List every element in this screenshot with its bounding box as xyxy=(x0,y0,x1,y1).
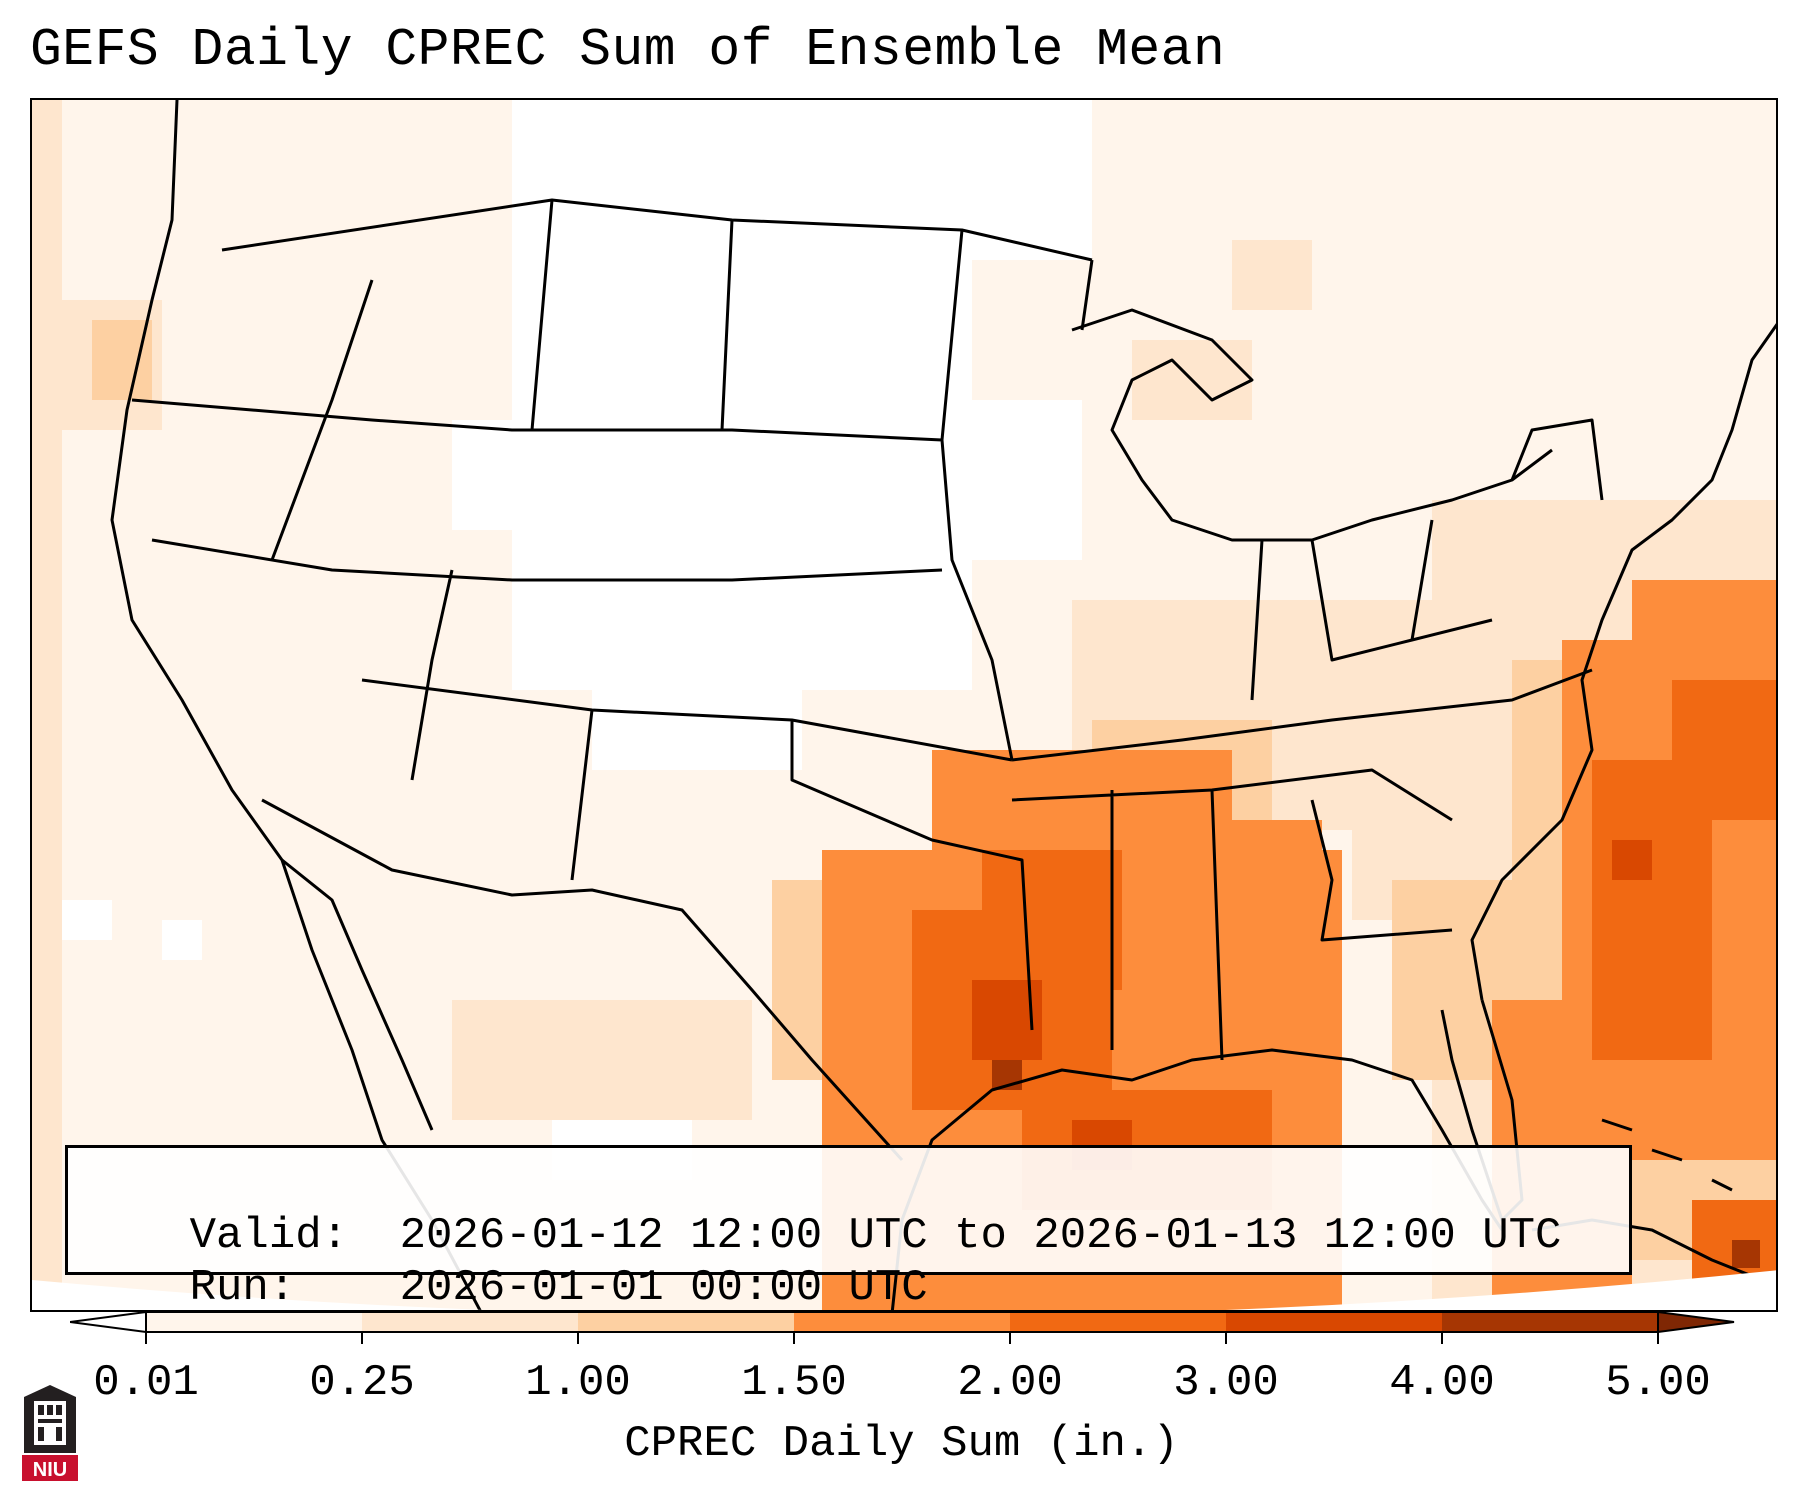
baja-coast xyxy=(281,858,434,1131)
state-lines xyxy=(131,199,1604,1061)
map-title: GEFS Daily CPREC Sum of Ensemble Mean xyxy=(30,20,1226,80)
mexico-border xyxy=(261,798,904,1162)
valid-label: Valid: xyxy=(189,1211,349,1261)
run-text: 2026-01-01 00:00 UTC xyxy=(399,1263,928,1313)
colorbar-extend-low xyxy=(70,1310,147,1334)
pacific-coastline xyxy=(110,100,482,1310)
colorbar-seg-2 xyxy=(362,1312,578,1332)
colorbar-seg-5 xyxy=(1010,1312,1226,1332)
colorbar-seg-6 xyxy=(1226,1312,1442,1332)
bahamas xyxy=(1601,1118,1733,1192)
valid-run-info-box: Valid: 2026-01-12 12:00 UTC to 2026-01-13… xyxy=(65,1145,1632,1313)
run-line: Run: 2026-01-01 00:00 UTC xyxy=(84,1210,928,1366)
colorbar-seg-1 xyxy=(146,1312,362,1332)
colorbar-seg-3 xyxy=(578,1312,794,1332)
colorbar-tick-label: 3.00 xyxy=(1173,1358,1279,1408)
run-label: Run: xyxy=(189,1263,296,1313)
colorbar-seg-4 xyxy=(794,1312,1010,1332)
map-panel xyxy=(30,98,1778,1312)
colorbar-tick-label: 0.01 xyxy=(93,1358,199,1408)
colorbar-tick-label: 0.25 xyxy=(309,1358,415,1408)
niu-logo: NIU xyxy=(22,1385,78,1481)
colorbar-tick-label: 1.50 xyxy=(741,1358,847,1408)
great-lakes xyxy=(1071,308,1553,542)
atlantic-coastline xyxy=(1470,323,1776,1001)
projection-edge xyxy=(32,1270,1776,1310)
colorbar-tick-label: 2.00 xyxy=(957,1358,1063,1408)
colorbar-label: CPREC Daily Sum (in.) xyxy=(624,1419,1179,1469)
colorbar-tick-label: 1.00 xyxy=(525,1358,631,1408)
colorbar xyxy=(70,1310,1735,1344)
colorbar-tick-label: 4.00 xyxy=(1389,1358,1495,1408)
colorbar-seg-7 xyxy=(1442,1312,1658,1332)
niu-logo-text: NIU xyxy=(33,1459,67,1481)
colorbar-extend-high xyxy=(1657,1310,1735,1334)
valid-line: Valid: 2026-01-12 12:00 UTC to 2026-01-13… xyxy=(84,1158,1562,1314)
colorbar-tick-label: 5.00 xyxy=(1605,1358,1711,1408)
colorbar-ticks xyxy=(145,1332,1659,1344)
gulf-coastline xyxy=(890,1048,1504,1310)
colorbar-outline xyxy=(145,1311,1659,1333)
valid-text: 2026-01-12 12:00 UTC to 2026-01-13 12:00… xyxy=(399,1211,1562,1261)
